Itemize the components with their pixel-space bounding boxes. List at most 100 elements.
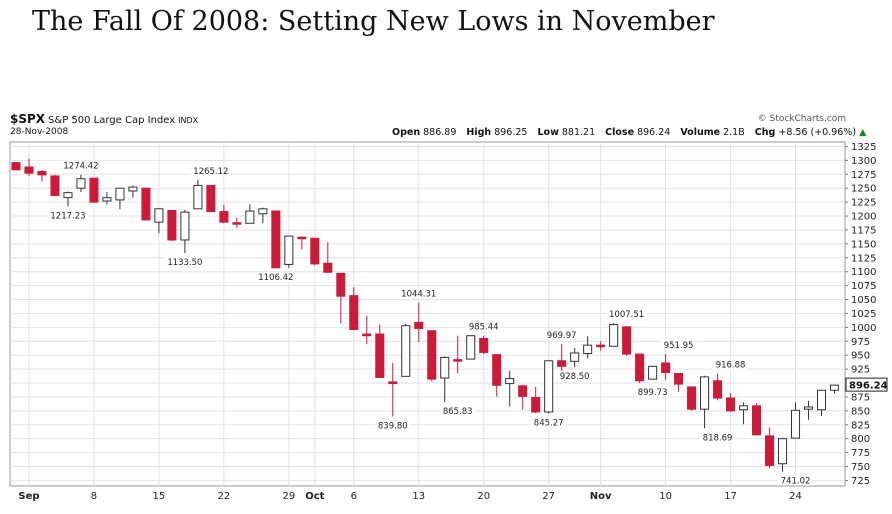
candle-body — [180, 211, 190, 241]
candle-body — [765, 435, 775, 466]
candle-body — [258, 208, 268, 215]
x-tick-label: 20 — [477, 491, 490, 502]
annotation-bg — [660, 340, 697, 351]
exchange-label: INDX — [178, 116, 199, 125]
candle-body — [102, 197, 112, 202]
x-tick-label: 13 — [412, 491, 425, 502]
x-tick-label: 22 — [218, 491, 231, 502]
last-price-box — [845, 377, 888, 392]
candle-body — [803, 406, 814, 410]
price-annotation: 845.27 — [534, 418, 564, 428]
price-annotation: 899.73 — [638, 388, 668, 398]
page-title: The Fall Of 2008: Setting New Lows in No… — [32, 6, 715, 37]
candle-body — [219, 211, 229, 223]
candle-body — [479, 337, 489, 353]
candle-body — [700, 376, 710, 410]
y-tick-label: 1275 — [851, 170, 876, 181]
candle-body — [89, 177, 99, 203]
candle-body — [661, 362, 671, 373]
candle-body — [726, 397, 736, 412]
source-credit: © StockCharts.com — [757, 114, 846, 124]
candle-body — [167, 209, 177, 241]
y-tick-label: 800 — [851, 434, 870, 445]
x-tick-label: Oct — [305, 491, 324, 502]
candle-body — [427, 330, 437, 380]
annotation-bg — [398, 288, 439, 299]
y-tick-label: 950 — [851, 351, 870, 362]
open-label: Open — [392, 127, 421, 138]
price-annotation: 1133.50 — [167, 258, 202, 268]
candle-body — [570, 352, 580, 362]
y-tick-label: 975 — [851, 337, 870, 348]
price-annotation: 1265.12 — [193, 167, 228, 177]
candle-body — [622, 326, 632, 355]
candle-body — [271, 210, 281, 269]
annotation-bg — [777, 475, 814, 486]
candle-body — [284, 235, 294, 265]
candle-body — [154, 208, 164, 223]
chart-date: 28-Nov-2008 — [10, 127, 69, 137]
annotation-bg — [544, 330, 580, 341]
price-annotation: 839.80 — [378, 422, 408, 432]
y-tick-label: 1200 — [851, 212, 876, 223]
candle-body — [11, 162, 21, 171]
candle-body — [674, 373, 684, 385]
annotation-bg — [47, 210, 89, 221]
price-annotation: 1106.42 — [258, 273, 293, 283]
candle-body — [687, 386, 697, 410]
price-annotation: 818.69 — [703, 433, 733, 443]
candle-body — [128, 186, 138, 192]
x-tick-label: 15 — [153, 491, 166, 502]
candle-body — [362, 333, 372, 337]
chg-value: +8.56 (+0.96%) — [778, 127, 857, 138]
candle-body — [375, 333, 385, 378]
candle-body — [310, 237, 320, 265]
annotation-bg — [606, 309, 647, 320]
y-tick-label: 925 — [851, 365, 870, 376]
candle-body — [609, 324, 619, 347]
high-value: 896.25 — [494, 127, 528, 138]
low-value: 881.21 — [561, 127, 596, 138]
annotation-bg — [255, 272, 297, 283]
candle-body — [466, 335, 476, 360]
annotation-bg — [531, 417, 567, 428]
x-tick-label: 17 — [724, 491, 737, 502]
y-tick-label: 1175 — [851, 225, 876, 236]
price-annotation: 1007.51 — [609, 310, 644, 320]
chart-symbol-header: $SPX S&P 500 Large Cap Index INDX — [10, 112, 198, 126]
candle-body — [141, 187, 151, 221]
candle-body — [323, 262, 333, 273]
x-tick-label: 27 — [542, 491, 555, 502]
y-tick-label: 1325 — [851, 142, 876, 153]
price-annotation: 985.44 — [469, 322, 499, 332]
candle-body — [414, 321, 424, 329]
price-annotation: 928.50 — [560, 372, 590, 382]
price-annotation: 916.88 — [716, 361, 746, 371]
y-tick-label: 1225 — [851, 198, 876, 209]
ticker-symbol: $SPX — [10, 112, 46, 126]
low-label: Low — [537, 127, 559, 138]
y-tick-label: 1150 — [851, 239, 876, 250]
price-annotation: 865.83 — [443, 407, 473, 417]
index-name: S&P 500 Large Cap Index — [48, 115, 176, 126]
x-tick-label: 6 — [351, 491, 357, 502]
annotation-bg — [375, 420, 411, 431]
annotation-bg — [190, 165, 232, 176]
price-annotation: 741.02 — [781, 477, 811, 487]
candle-body — [531, 396, 541, 413]
candle-body — [544, 360, 554, 413]
volume-label: Volume — [680, 127, 721, 138]
y-tick-label: 1250 — [851, 184, 876, 195]
candle-body — [76, 178, 86, 189]
y-tick-label: 1300 — [851, 156, 876, 167]
candle-body — [245, 210, 255, 224]
candle-body — [752, 405, 762, 436]
candle-body — [518, 385, 528, 397]
y-tick-label: 850 — [851, 406, 870, 417]
candle-body — [816, 389, 827, 411]
candle-body — [739, 405, 749, 411]
candle-body — [206, 184, 216, 213]
price-annotation: 969.97 — [547, 331, 577, 341]
candle-body — [336, 272, 346, 297]
y-tick-label: 875 — [851, 392, 870, 403]
